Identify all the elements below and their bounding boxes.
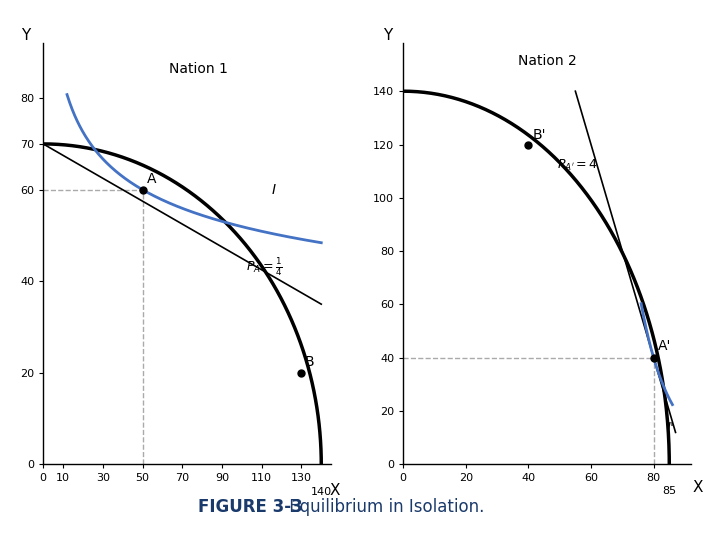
Text: B': B': [533, 128, 546, 142]
Text: A': A': [658, 339, 672, 353]
Text: X: X: [692, 481, 703, 495]
Text: I: I: [271, 183, 276, 197]
Text: Nation 1: Nation 1: [168, 62, 228, 76]
Text: Y: Y: [21, 28, 30, 43]
Text: A: A: [146, 172, 156, 186]
Text: $P_A = \frac{1}{4}$: $P_A = \frac{1}{4}$: [246, 256, 282, 279]
Text: I': I': [666, 421, 674, 435]
Text: 85: 85: [662, 485, 676, 496]
Text: $P_{A'} = 4$: $P_{A'} = 4$: [557, 158, 598, 173]
Text: X: X: [330, 483, 341, 498]
Text: Equilibrium in Isolation.: Equilibrium in Isolation.: [284, 498, 485, 516]
Text: B: B: [305, 355, 314, 369]
Text: FIGURE 3-3: FIGURE 3-3: [198, 498, 302, 516]
Text: Y: Y: [383, 28, 392, 43]
Text: 140: 140: [311, 487, 332, 497]
Text: Nation 2: Nation 2: [518, 54, 577, 68]
